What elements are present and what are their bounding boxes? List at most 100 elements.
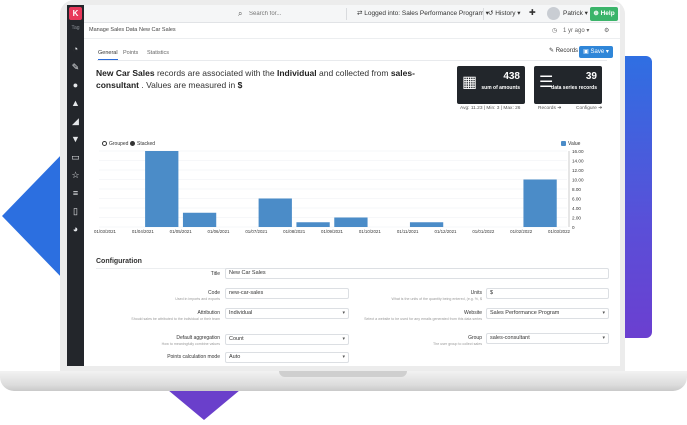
avatar[interactable]: [547, 7, 560, 20]
aggregation-select[interactable]: Count ▾: [225, 334, 349, 345]
edit-icon[interactable]: ✎: [71, 62, 80, 72]
description-text: and collected from: [316, 68, 391, 78]
points-mode-select[interactable]: Auto ▾: [225, 352, 349, 363]
x-tick-label: 01/10/2021: [359, 229, 382, 234]
series-entity: Individual: [276, 68, 317, 78]
dashboard-icon[interactable]: ◔: [72, 44, 79, 54]
bar: [334, 217, 368, 227]
group-value: sales-consultant: [490, 335, 530, 341]
y-tick-label: 6.00: [572, 196, 581, 201]
chevron-down-icon: ▾: [602, 310, 605, 316]
title-label: Title: [210, 271, 220, 277]
user-menu[interactable]: Patrick ▾: [563, 10, 588, 17]
add-user-icon[interactable]: ✚: [529, 8, 536, 17]
description-text: records are associated with the: [154, 68, 277, 78]
legend-value[interactable]: Value: [561, 141, 580, 147]
decorative-shape-left: [2, 152, 64, 280]
database-icon[interactable]: ≡: [72, 188, 79, 198]
cart-icon[interactable]: ▼: [71, 134, 80, 144]
y-tick-label: 4.00: [572, 206, 581, 211]
points-mode-label: Points calculation mode: [167, 354, 220, 360]
graduation-cap-icon[interactable]: ▲: [71, 98, 80, 108]
bar: [296, 222, 330, 227]
x-tick-label: 01/03/2021: [94, 229, 117, 234]
logged-into-dropdown[interactable]: ⇄ Logged into: Sales Performance Program…: [357, 10, 489, 17]
x-tick-label: 01/02/2022: [510, 229, 533, 234]
legend-stacked-label: Stacked: [137, 141, 156, 147]
help-button[interactable]: ⊕ Help: [590, 7, 618, 21]
attribution-select[interactable]: Individual ▾: [225, 308, 349, 319]
breadcrumb-item-manage-sales[interactable]: Manage Sales Data: [89, 27, 138, 33]
legend-value-label: Value: [568, 141, 581, 147]
sidebar-tag: Tag: [71, 25, 80, 31]
title-field[interactable]: New Car Sales: [225, 268, 609, 279]
aggregation-value: Count: [229, 336, 244, 342]
sum-value: 438: [503, 71, 520, 82]
y-tick-label: 0: [572, 225, 575, 230]
sum-card: ▦ 438 sum of amounts: [457, 66, 525, 104]
rss-icon[interactable]: ◢: [72, 116, 79, 126]
clock-icon[interactable]: ◷: [552, 28, 558, 34]
chevron-down-icon: ▾: [602, 335, 605, 341]
code-label: Code: [208, 290, 220, 296]
laptop-notch: [279, 371, 407, 377]
legend-grouped-label: Grouped: [109, 141, 129, 147]
divider: [346, 8, 347, 20]
app-screen: K Tag ◔ ✎ ● ▲ ◢ ▼ ▭ ☆ ≡ ▯ ◕ ⌕ ⇄ Logged i…: [67, 5, 620, 366]
star-icon[interactable]: ☆: [71, 170, 80, 180]
app-logo[interactable]: K: [69, 7, 82, 20]
monitor-icon[interactable]: ▭: [71, 152, 80, 162]
legend-grouped[interactable]: Grouped: [102, 141, 128, 147]
units-field[interactable]: $: [486, 288, 609, 299]
logged-into-label: Logged into: Sales Performance Program: [364, 10, 484, 17]
series-unit: $: [237, 80, 243, 90]
search-icon[interactable]: ⌕: [238, 9, 243, 18]
x-tick-label: 01/08/2021: [283, 229, 306, 234]
configure-link[interactable]: Configure ➜: [576, 106, 603, 111]
save-label: Save: [590, 49, 605, 55]
description-text: . Values are measured in: [138, 80, 238, 90]
pie-chart-icon[interactable]: ◕: [72, 224, 79, 234]
file-icon[interactable]: ▯: [73, 206, 78, 216]
users-icon[interactable]: ●: [72, 80, 79, 90]
records-link[interactable]: Records ➜: [538, 106, 562, 111]
chevron-down-icon: ▾: [342, 336, 345, 342]
history-dropdown[interactable]: ↺ History ▾: [488, 10, 521, 17]
group-select[interactable]: sales-consultant ▾: [486, 333, 609, 344]
bar: [145, 151, 179, 227]
sidebar: K Tag ◔ ✎ ● ▲ ◢ ▼ ▭ ☆ ≡ ▯ ◕: [67, 5, 84, 366]
records-button[interactable]: ✎ Records: [549, 48, 579, 54]
settings-icon[interactable]: ⚙: [604, 28, 610, 34]
group-help: The user group to collect sales: [433, 342, 482, 346]
code-field[interactable]: new-car-sales: [225, 288, 349, 299]
tab-points[interactable]: Points: [123, 50, 139, 56]
website-select[interactable]: Sales Performance Program ▾: [486, 308, 609, 319]
period-dropdown[interactable]: 1 yr ago ▾: [563, 28, 590, 34]
aggregation-label: Default aggregation: [176, 335, 220, 341]
x-tick-label: 01/06/2021: [208, 229, 231, 234]
y-tick-label: 10.00: [572, 177, 584, 182]
attribution-label: Attribution: [197, 310, 220, 316]
series-source: sales-consultant: [96, 68, 415, 90]
save-button[interactable]: ▣ Save ▾: [579, 46, 613, 58]
legend-stacked[interactable]: Stacked: [130, 141, 155, 147]
configure-link-label: Configure: [576, 106, 597, 111]
top-bar: ⌕ ⇄ Logged into: Sales Performance Progr…: [84, 5, 620, 23]
chevron-down-icon: ▾: [342, 354, 345, 360]
search-input[interactable]: [249, 8, 349, 20]
attribution-value: Individual: [229, 310, 253, 316]
y-tick-label: 16.00: [572, 149, 584, 154]
sum-label: sum of amounts: [481, 85, 520, 91]
website-value: Sales Performance Program: [490, 310, 560, 316]
y-tick-label: 8.00: [572, 187, 581, 192]
breadcrumb-separator: /: [132, 27, 134, 33]
radio-icon: [102, 141, 107, 147]
period-label: 1 yr ago: [563, 28, 585, 34]
y-tick-label: 2.00: [572, 215, 581, 220]
tab-general[interactable]: General: [98, 50, 118, 60]
website-help: Select a website to be used for any emai…: [364, 317, 482, 321]
units-label: Units: [470, 290, 482, 296]
records-card: ☰ 39 data series records: [534, 66, 602, 104]
tab-statistics[interactable]: Statistics: [147, 50, 170, 56]
